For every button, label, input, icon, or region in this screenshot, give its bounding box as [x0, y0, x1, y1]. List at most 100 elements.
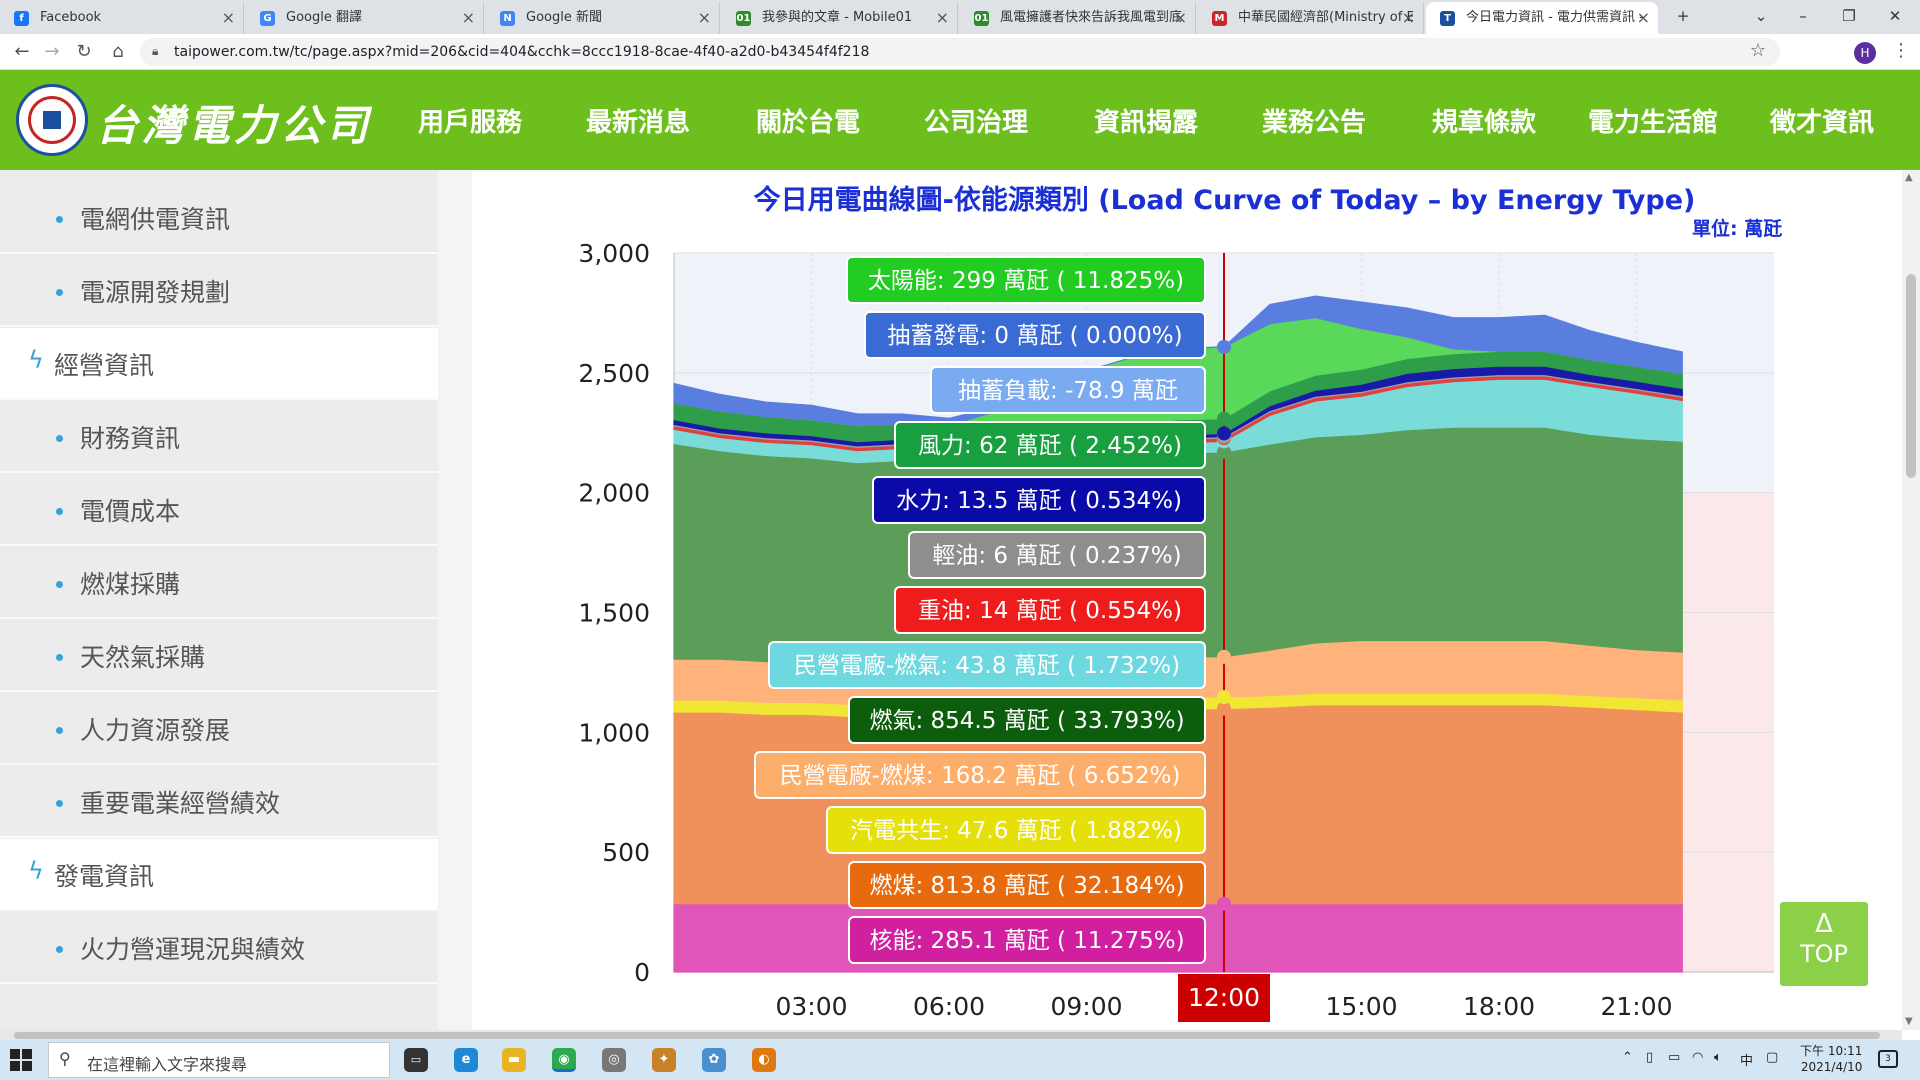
sidebar-category[interactable]: ϟ 發電資訊 [0, 839, 438, 911]
file-explorer-icon[interactable]: ▬ [502, 1048, 526, 1072]
sidebar-item[interactable]: 燃煤採購 [0, 547, 438, 619]
scroll-down-icon[interactable]: ▼ [1905, 1016, 1913, 1027]
tray-chevron-icon[interactable]: ⌃ [1622, 1050, 1633, 1065]
scroll-up-icon[interactable]: ▲ [1905, 172, 1913, 183]
site-logo-text[interactable]: 台灣電力公司 [96, 101, 373, 150]
taskbar-clock[interactable]: 下午 10:11 2021/4/10 [1800, 1043, 1862, 1075]
tab-title: Google 翻譯 [286, 10, 362, 25]
sidebar-item[interactable]: 電源開發規劃 [0, 255, 438, 327]
close-tab-icon[interactable]: × [1636, 8, 1650, 27]
address-toolbar: ← → ↻ ⌂ 🔒︎ taipower.com.tw/tc/page.aspx?… [0, 34, 1920, 70]
close-tab-icon[interactable]: × [1173, 8, 1187, 27]
sidebar-item[interactable]: 財務資訊 [0, 401, 438, 473]
browser-menu-icon[interactable]: ⋮ [1892, 40, 1910, 61]
close-tab-icon[interactable]: × [461, 8, 475, 27]
vertical-scrollbar[interactable]: ▲ ▼ [1902, 170, 1920, 1030]
edge-icon[interactable]: e [454, 1048, 478, 1072]
sidebar-category[interactable]: ϟ 經營資訊 [0, 328, 438, 400]
tab-title: 風電擁護者快來告訴我風電到底 [1000, 10, 1183, 25]
app-icon-network[interactable]: ✿ [702, 1048, 726, 1072]
tooltip-box [848, 916, 1206, 964]
y-tick-label: 3,000 [578, 239, 650, 268]
profile-avatar[interactable]: H [1854, 42, 1876, 64]
mobile01-icon: 01 [736, 11, 751, 26]
nav-item[interactable]: 公司治理 [924, 108, 1029, 138]
nav-item[interactable]: 資訊揭露 [1094, 108, 1199, 138]
forward-icon[interactable]: → [44, 41, 60, 62]
close-window-icon[interactable]: ✕ [1888, 7, 1902, 25]
close-tab-icon[interactable]: × [935, 8, 949, 27]
sidebar-item[interactable]: 重要電業經營績效 [0, 766, 438, 838]
minimize-icon[interactable]: – [1799, 7, 1807, 25]
blender-icon[interactable]: ◐ [752, 1048, 776, 1072]
nav-item[interactable]: 規章條款 [1432, 108, 1537, 138]
app-icon-compass[interactable]: ◎ [602, 1048, 626, 1072]
wifi-icon[interactable]: ◠ [1692, 1050, 1704, 1065]
sidebar-item[interactable]: 天然氣採購 [0, 620, 438, 692]
browser-tab[interactable]: N Google 新聞 × [486, 2, 720, 34]
ime-mode-icon[interactable]: ▢ [1766, 1050, 1779, 1065]
bullet-icon [56, 946, 63, 953]
chart-unit-label: 單位: 萬瓩 [1692, 218, 1783, 240]
nav-item[interactable]: 關於台電 [756, 108, 861, 138]
tray-device-icon[interactable]: ▯ [1646, 1050, 1654, 1065]
ime-indicator[interactable]: 中 [1740, 1054, 1754, 1069]
lock-icon: 🔒︎ [152, 44, 159, 58]
close-tab-icon[interactable]: × [1401, 8, 1415, 27]
taipower-logo-icon[interactable] [16, 84, 88, 156]
notification-center-icon[interactable]: 3 [1878, 1050, 1898, 1068]
horizontal-scrollbar[interactable] [0, 1030, 1902, 1040]
nav-item[interactable]: 最新消息 [586, 108, 691, 138]
sidebar-item-label: 發電資訊 [54, 862, 155, 891]
taskbar-search-input[interactable]: ⚲ 在這裡輸入文字來搜尋 [48, 1042, 390, 1078]
hscrollbar-thumb[interactable] [14, 1032, 1880, 1039]
y-tick-label: 1,000 [578, 718, 650, 747]
sidebar-item[interactable]: 電網供電資訊 [0, 182, 438, 254]
series-point [1217, 444, 1231, 459]
close-tab-icon[interactable]: × [697, 8, 711, 27]
chrome-icon[interactable]: ◉ [552, 1048, 576, 1072]
volume-icon[interactable]: 🔈︎ [1714, 1050, 1722, 1065]
back-to-top-button[interactable]: Δ TOP [1780, 902, 1868, 986]
windows-start-icon[interactable] [10, 1049, 32, 1071]
nav-item[interactable]: 徵才資訊 [1770, 108, 1875, 138]
x-tick-label: 18:00 [1463, 992, 1535, 1021]
url-bar[interactable]: 🔒︎ taipower.com.tw/tc/page.aspx?mid=206&… [140, 38, 1780, 66]
x-tick-label: 09:00 [1050, 992, 1122, 1021]
sidebar-item-label: 經營資訊 [54, 351, 155, 380]
app-icon-bird[interactable]: ✦ [652, 1048, 676, 1072]
url-text[interactable]: taipower.com.tw/tc/page.aspx?mid=206&cid… [174, 44, 870, 60]
tooltip-label: 水力: 13.5 萬瓩 ( 0.534%) [896, 488, 1182, 514]
new-tab-button[interactable]: + [1676, 7, 1690, 25]
nav-item[interactable]: 業務公告 [1262, 108, 1367, 138]
reload-icon[interactable]: ↻ [76, 41, 92, 62]
nav-item[interactable]: 用戶服務 [418, 108, 523, 138]
y-tick-label: 0 [634, 958, 650, 987]
browser-tab[interactable]: G Google 翻譯 × [246, 2, 484, 34]
sidebar-item[interactable]: 電價成本 [0, 474, 438, 546]
series-point [1217, 701, 1231, 716]
bullet-icon [56, 289, 63, 296]
scrollbar-thumb[interactable] [1906, 274, 1916, 478]
browser-tab[interactable]: 01 風電擁護者快來告訴我風電到底 × [960, 2, 1196, 34]
close-tab-icon[interactable]: × [221, 8, 235, 27]
back-icon[interactable]: ← [14, 41, 30, 62]
home-icon[interactable]: ⌂ [112, 41, 124, 62]
battery-icon[interactable]: ▭ [1668, 1050, 1681, 1065]
bookmark-star-icon[interactable]: ☆ [1749, 40, 1766, 61]
tooltip-box [848, 696, 1206, 744]
browser-tab[interactable]: T 今日電力資訊 - 電力供需資訊 - 台 × [1426, 2, 1658, 34]
bullet-icon [56, 654, 63, 661]
sidebar-item[interactable]: 人力資源發展 [0, 693, 438, 765]
browser-tab[interactable]: f Facebook × [0, 2, 244, 34]
nav-item[interactable]: 電力生活館 [1588, 108, 1719, 138]
browser-tab[interactable]: 01 我參與的文章 - Mobile01 × [722, 2, 958, 34]
maximize-icon[interactable]: ❐ [1842, 7, 1856, 25]
task-view-icon[interactable]: ▭ [404, 1048, 428, 1072]
tooltip-label: 汽電共生: 47.6 萬瓩 ( 1.882%) [850, 818, 1182, 844]
browser-tab[interactable]: M 中華民國經濟部(Ministry of Eco × [1198, 2, 1424, 34]
tab-title: 我參與的文章 - Mobile01 [762, 10, 913, 25]
tab-search-icon[interactable]: ⌄ [1754, 7, 1768, 25]
cursor-time-box [1178, 974, 1270, 1022]
sidebar-item[interactable]: 火力營運現況與績效 [0, 912, 438, 984]
